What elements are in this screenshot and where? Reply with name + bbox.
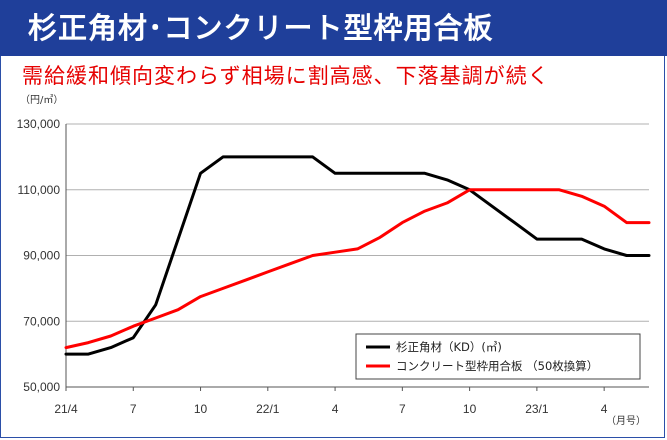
page-subtitle: 需給緩和傾向変わらず相場に割高感、下落基調が続く (22, 64, 550, 88)
series-line-plywood (64, 188, 651, 350)
x-axis-unit: （月号） (606, 415, 646, 427)
x-tick-label: 21/4 (54, 402, 78, 416)
x-tick-label: 22/1 (256, 402, 280, 416)
legend-label-sugi: 杉正角材（KD）(㎥) (396, 340, 502, 354)
y-tick-label: 50,000 (23, 380, 60, 394)
page-title: 杉正角材･コンクリート型枠用合板 (0, 0, 667, 56)
x-tick-label: 23/1 (525, 402, 549, 416)
x-tick-label: 7 (130, 402, 137, 416)
y-tick-label: 130,000 (17, 117, 61, 131)
legend: 杉正角材（KD）(㎥) コンクリート型枠用合板 （50枚換算） (355, 333, 641, 380)
y-tick-label: 110,000 (18, 183, 61, 197)
y-axis-unit: （円/㎥） (20, 93, 63, 106)
gridlines (66, 123, 649, 322)
x-tick-label: 10 (194, 402, 208, 416)
y-tick-label: 90,000 (23, 249, 60, 263)
x-tick-label: 4 (601, 402, 608, 416)
x-tick-label: 4 (332, 402, 339, 416)
legend-label-plywood: コンクリート型枠用合板 （50枚換算） (396, 359, 598, 373)
y-tick-label: 70,000 (23, 314, 60, 328)
tick-labels: 50,000 70,000 90,000 110,000 130,000 21/4 7 10 2… (17, 117, 608, 416)
legend-box (355, 333, 641, 380)
series-line-sugi (64, 155, 651, 356)
x-tick-label: 10 (463, 402, 477, 416)
axes (65, 124, 649, 391)
series-lines (64, 155, 651, 356)
x-tick-label: 7 (399, 402, 406, 416)
